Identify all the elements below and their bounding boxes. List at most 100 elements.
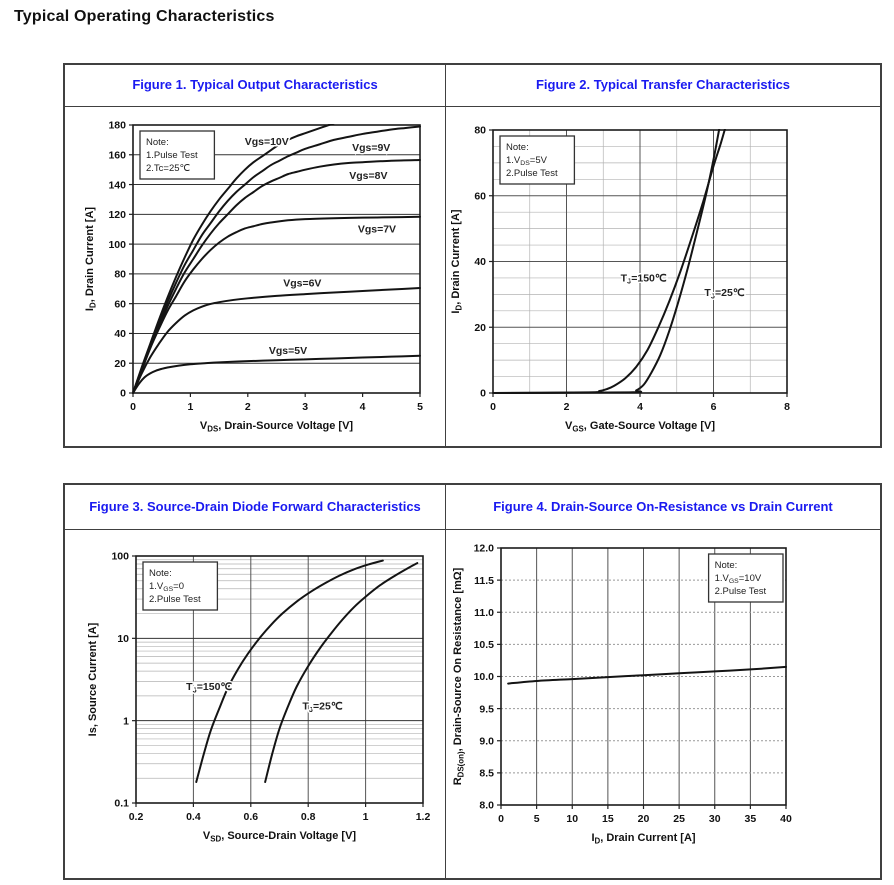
figure1-panel: Figure 1. Typical Output Characteristics… <box>65 65 445 446</box>
svg-text:4: 4 <box>360 401 366 413</box>
figure2-panel: Figure 2. Typical Transfer Characteristi… <box>445 65 880 446</box>
svg-text:8.5: 8.5 <box>479 768 494 780</box>
svg-text:60: 60 <box>474 190 486 202</box>
svg-text:Vgs=8V: Vgs=8V <box>349 170 387 182</box>
svg-text:9.5: 9.5 <box>479 703 494 715</box>
svg-text:11.5: 11.5 <box>474 575 494 587</box>
svg-text:RDS(on), Drain-Source On Resis: RDS(on), Drain-Source On Resistance [mΩ] <box>452 567 465 785</box>
svg-text:120: 120 <box>108 209 126 221</box>
svg-text:9.0: 9.0 <box>479 735 494 747</box>
figures-table-bottom: Figure 3. Source-Drain Diode Forward Cha… <box>63 483 882 880</box>
svg-text:6: 6 <box>711 401 717 413</box>
svg-text:80: 80 <box>474 125 486 137</box>
svg-text:8.0: 8.0 <box>479 800 494 812</box>
svg-text:1: 1 <box>363 811 369 823</box>
svg-text:35: 35 <box>745 813 757 825</box>
svg-text:Is, Source Current [A]: Is, Source Current [A] <box>87 622 99 736</box>
svg-text:10.0: 10.0 <box>474 671 495 683</box>
svg-text:ID, Drain Current [A]: ID, Drain Current [A] <box>591 832 695 845</box>
svg-text:0.2: 0.2 <box>129 811 144 823</box>
svg-text:Note:: Note: <box>715 560 738 571</box>
svg-text:ID, Drain Current [A]: ID, Drain Current [A] <box>450 209 463 313</box>
svg-text:TJ=150℃: TJ=150℃ <box>186 681 232 694</box>
svg-text:1.VDS=5V: 1.VDS=5V <box>506 155 548 167</box>
figure3-chart: TJ=150℃ TJ=25℃ Note: 1.VGS=02.Pulse Test 0.2… <box>87 551 431 844</box>
svg-text:1: 1 <box>187 401 193 413</box>
svg-text:TJ=150℃: TJ=150℃ <box>621 272 667 285</box>
svg-text:100: 100 <box>108 239 126 251</box>
svg-text:2.Pulse Test: 2.Pulse Test <box>149 594 201 605</box>
svg-text:2.Tc=25℃: 2.Tc=25℃ <box>146 163 191 174</box>
svg-text:VDS, Drain-Source Voltage [V]: VDS, Drain-Source Voltage [V] <box>200 420 354 433</box>
svg-text:15: 15 <box>602 813 614 825</box>
svg-text:5: 5 <box>534 813 540 825</box>
svg-text:100: 100 <box>111 551 129 563</box>
svg-text:10: 10 <box>117 633 129 645</box>
svg-text:160: 160 <box>108 149 126 161</box>
svg-text:8: 8 <box>784 401 790 413</box>
svg-text:20: 20 <box>114 358 126 370</box>
svg-text:1.2: 1.2 <box>416 811 431 823</box>
svg-text:TJ=25℃: TJ=25℃ <box>302 701 342 714</box>
figure2-title: Figure 2. Typical Transfer Characteristi… <box>446 65 880 107</box>
figure4-title: Figure 4. Drain-Source On-Resistance vs … <box>446 485 880 530</box>
svg-text:Note:: Note: <box>149 568 172 579</box>
svg-text:1.VGS=0: 1.VGS=0 <box>149 581 184 593</box>
svg-text:VGS, Gate-Source Voltage [V]: VGS, Gate-Source Voltage [V] <box>565 420 715 433</box>
svg-text:Vgs=7V: Vgs=7V <box>358 224 396 236</box>
svg-text:80: 80 <box>114 269 126 281</box>
svg-text:11.0: 11.0 <box>474 607 494 619</box>
svg-text:2: 2 <box>245 401 251 413</box>
svg-text:10.5: 10.5 <box>474 639 495 651</box>
svg-text:0: 0 <box>120 388 126 400</box>
figure3-title: Figure 3. Source-Drain Diode Forward Cha… <box>65 485 445 530</box>
svg-text:40: 40 <box>474 256 486 268</box>
figures-table-top: Figure 1. Typical Output Characteristics… <box>63 63 882 448</box>
svg-text:12.0: 12.0 <box>474 543 495 555</box>
svg-text:30: 30 <box>709 813 721 825</box>
figure1-chart: Vgs=10V Vgs=9V Vgs=8V Vgs=7V Vgs=6V Vgs=5V Not… <box>84 120 423 434</box>
figure2-chart: TJ=150℃ TJ=25℃ Note: 1.VDS=5V2.Pulse Test 0 2… <box>450 125 790 434</box>
svg-text:0.6: 0.6 <box>243 811 258 823</box>
svg-text:2.Pulse Test: 2.Pulse Test <box>715 586 767 597</box>
svg-text:Vgs=9V: Vgs=9V <box>352 142 390 154</box>
svg-text:0: 0 <box>490 401 496 413</box>
svg-text:5: 5 <box>417 401 423 413</box>
page-title: Typical Operating Characteristics <box>14 8 275 25</box>
svg-text:140: 140 <box>108 179 126 191</box>
svg-text:40: 40 <box>114 328 126 340</box>
svg-text:0.1: 0.1 <box>114 798 129 810</box>
svg-text:25: 25 <box>673 813 685 825</box>
svg-text:2.Pulse Test: 2.Pulse Test <box>506 168 558 179</box>
svg-text:180: 180 <box>108 120 126 132</box>
svg-text:4: 4 <box>637 401 643 413</box>
svg-text:0: 0 <box>498 813 504 825</box>
svg-text:2: 2 <box>564 401 570 413</box>
svg-text:VSD, Source-Drain Voltage [V]: VSD, Source-Drain Voltage [V] <box>203 830 357 843</box>
svg-text:ID, Drain Current [A]: ID, Drain Current [A] <box>84 207 97 311</box>
svg-text:1.Pulse Test: 1.Pulse Test <box>146 150 198 161</box>
svg-text:TJ=25℃: TJ=25℃ <box>704 287 744 300</box>
svg-text:20: 20 <box>638 813 650 825</box>
svg-text:40: 40 <box>780 813 792 825</box>
svg-text:0: 0 <box>480 388 486 400</box>
svg-text:Note:: Note: <box>506 142 529 153</box>
svg-text:60: 60 <box>114 298 126 310</box>
svg-text:10: 10 <box>566 813 578 825</box>
figure1-title: Figure 1. Typical Output Characteristics <box>65 65 445 107</box>
svg-text:0.8: 0.8 <box>301 811 316 823</box>
svg-text:3: 3 <box>302 401 308 413</box>
svg-text:0.4: 0.4 <box>186 811 201 823</box>
svg-text:20: 20 <box>474 322 486 334</box>
svg-text:Vgs=10V: Vgs=10V <box>245 136 289 148</box>
svg-text:Note:: Note: <box>146 137 169 148</box>
svg-text:1.VGS=10V: 1.VGS=10V <box>715 573 762 585</box>
svg-text:Vgs=6V: Vgs=6V <box>283 277 321 289</box>
figure4-panel: Figure 4. Drain-Source On-Resistance vs … <box>445 485 880 878</box>
figure3-panel: Figure 3. Source-Drain Diode Forward Cha… <box>65 485 445 878</box>
svg-text:0: 0 <box>130 401 136 413</box>
svg-text:1: 1 <box>123 715 129 727</box>
svg-text:Vgs=5V: Vgs=5V <box>269 345 307 357</box>
